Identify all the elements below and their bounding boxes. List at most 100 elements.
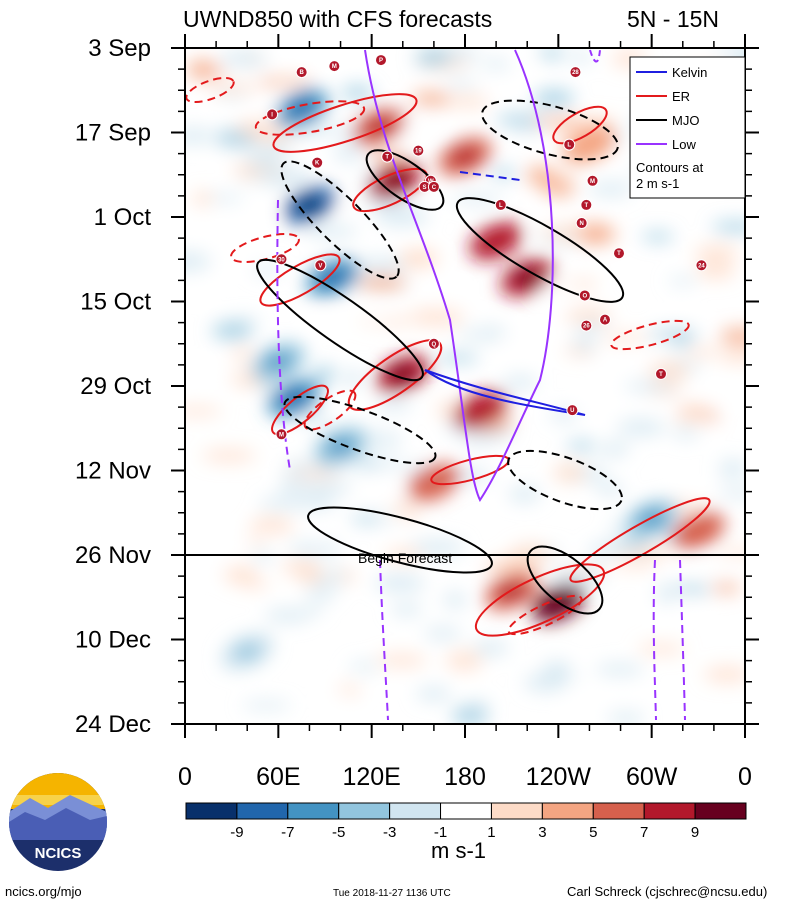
anomaly-core (451, 148, 479, 165)
anomaly-speckle (360, 483, 408, 503)
anomaly-speckle (717, 488, 745, 499)
storm-symbol (580, 198, 593, 211)
anomaly-speckle (508, 486, 541, 503)
anomaly-speckle (305, 585, 338, 600)
storm-marker: U (566, 404, 579, 417)
colorbar: -9 -7 -5 -3 -1 1 3 5 7 9 (185, 802, 747, 841)
anomaly-speckle (436, 353, 479, 363)
storm-markers: BMPIT19L28KWSCLTMNT2430VO26AQTUM (266, 54, 708, 441)
storm-marker: N (575, 217, 588, 230)
storm-marker: 24 (695, 259, 708, 272)
legend-label: MJO (672, 113, 699, 128)
anomaly-core (233, 643, 262, 660)
anomaly-speckle (566, 440, 597, 452)
storm-label: C (432, 185, 437, 191)
anomaly-speckle (672, 425, 699, 440)
anomaly-speckle (718, 459, 745, 479)
anomaly-speckle (595, 663, 645, 676)
storm-label: S (423, 185, 427, 191)
storm-label: B (299, 70, 304, 76)
anomaly-speckle (371, 458, 405, 469)
anomaly-speckle (349, 662, 380, 673)
anomaly-speckle (447, 94, 490, 108)
anomaly-speckle (232, 531, 288, 544)
storm-symbol (295, 66, 308, 79)
anomaly-speckle (719, 327, 745, 346)
anomaly-speckle (648, 361, 690, 381)
anomaly-speckle (390, 602, 423, 616)
anomaly-speckle (665, 416, 714, 429)
anomaly-speckle (472, 640, 509, 656)
storm-label: T (617, 251, 621, 257)
storm-symbol (599, 313, 611, 326)
anomaly-speckle (344, 672, 399, 681)
anomaly-speckle (231, 348, 255, 361)
anomaly-speckle (340, 85, 375, 100)
legend-label: Kelvin (672, 65, 707, 80)
anomaly-speckle (531, 117, 583, 126)
anomaly-speckle (600, 694, 638, 711)
anomaly-speckle (245, 149, 281, 168)
colorbar-label: 7 (640, 824, 648, 841)
mjo-contour (256, 258, 424, 382)
anomaly-speckle (275, 78, 300, 88)
anomaly-speckle (185, 367, 208, 378)
anomaly-speckle (192, 191, 213, 207)
anomaly-speckle (674, 584, 711, 595)
anomaly-speckle (588, 181, 634, 197)
anomaly-speckle (479, 58, 512, 70)
storm-symbol (266, 108, 279, 121)
anomaly-speckle (600, 441, 630, 457)
storm-marker: T (580, 198, 593, 211)
storm-label: P (379, 58, 383, 64)
anomaly-speckle (688, 557, 728, 571)
anomaly-speckle (309, 315, 342, 324)
colorbar-swatch (389, 802, 442, 820)
footer-right: Carl Schreck (cjschrec@ncsu.edu) (567, 884, 767, 899)
low-contour (652, 559, 686, 721)
legend: Kelvin ER MJO Low Contours at 2 m s-1 (629, 56, 746, 199)
anomaly-speckle (611, 559, 657, 569)
colorbar-label: -1 (434, 824, 447, 841)
anomaly-core (575, 136, 604, 153)
anomaly-speckle (185, 251, 211, 272)
colorbar-swatch (287, 802, 340, 820)
anomaly-speckle (580, 398, 623, 411)
anomaly-speckle (508, 123, 546, 134)
storm-marker: M (586, 174, 599, 187)
storm-marker: 19 (412, 144, 425, 157)
anomaly-core (287, 100, 316, 117)
storm-symbol (314, 259, 327, 272)
x-tick-label: 180 (444, 763, 486, 791)
anomaly-speckle (601, 333, 650, 343)
storm-marker: 30 (275, 253, 288, 266)
er-contour (569, 497, 711, 583)
storm-symbol (563, 138, 576, 151)
colorbar-label: 5 (589, 824, 597, 841)
storm-marker: Q (427, 337, 440, 350)
colorbar-swatch (592, 802, 645, 820)
anomaly-speckle (211, 322, 253, 340)
anomaly-speckle (533, 89, 575, 107)
anomaly-speckle (198, 539, 239, 559)
storm-symbol (427, 337, 440, 350)
anomaly-speckle (305, 224, 358, 238)
anomaly-speckle (374, 400, 413, 412)
storm-symbol (655, 367, 667, 380)
anomaly-speckle (212, 244, 257, 265)
anomaly-speckle (623, 380, 676, 392)
legend-label: Low (672, 137, 696, 152)
storm-marker: T (381, 150, 394, 163)
anomaly-speckle (249, 516, 294, 536)
er-contour-neg (610, 319, 690, 351)
anomaly-speckle (373, 579, 427, 590)
anomaly-speckle (474, 76, 501, 91)
anomaly-speckle (296, 495, 337, 510)
anomaly-core (264, 353, 293, 370)
anomaly-speckle (423, 626, 462, 640)
anomaly-speckle (320, 48, 367, 54)
anomaly-speckle (679, 403, 709, 419)
anomaly-speckle (694, 244, 739, 262)
anomaly-speckle (264, 608, 311, 623)
anomaly-speckle (185, 127, 213, 145)
